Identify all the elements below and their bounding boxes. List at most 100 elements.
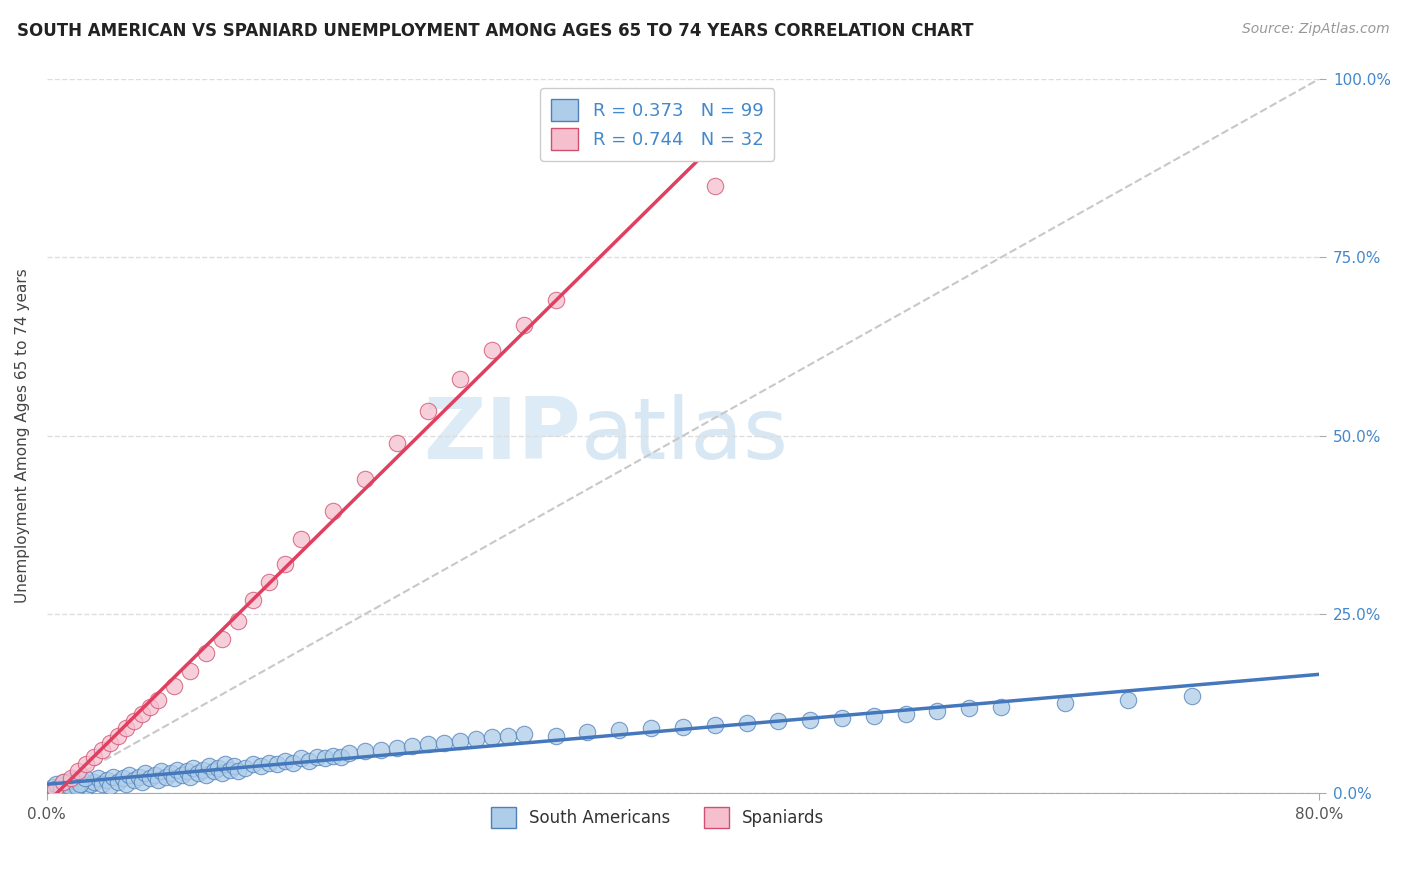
Point <box>179 665 201 679</box>
Point <box>45 777 67 791</box>
Point <box>353 744 375 758</box>
Point <box>385 436 408 450</box>
Point <box>322 504 344 518</box>
Point <box>703 179 725 194</box>
Point <box>143 768 166 782</box>
Text: atlas: atlas <box>581 394 789 477</box>
Point <box>401 739 423 754</box>
Point <box>146 693 169 707</box>
Point <box>66 780 89 794</box>
Point <box>150 764 173 779</box>
Point <box>768 714 790 729</box>
Point <box>322 748 344 763</box>
Point <box>181 761 204 775</box>
Point <box>207 761 229 775</box>
Point <box>139 772 162 786</box>
Point <box>242 593 264 607</box>
Point <box>274 558 297 572</box>
Text: Source: ZipAtlas.com: Source: ZipAtlas.com <box>1241 22 1389 37</box>
Point <box>449 372 471 386</box>
Point <box>170 768 193 782</box>
Point <box>187 765 209 780</box>
Point <box>159 765 181 780</box>
Point <box>134 765 156 780</box>
Point <box>957 701 980 715</box>
Point <box>122 714 145 729</box>
Point <box>990 700 1012 714</box>
Point <box>58 779 80 793</box>
Point <box>894 707 917 722</box>
Point <box>53 775 76 789</box>
Point <box>211 765 233 780</box>
Point <box>65 775 87 789</box>
Point <box>735 715 758 730</box>
Point <box>75 757 97 772</box>
Point <box>218 763 240 777</box>
Point <box>115 722 138 736</box>
Text: ZIP: ZIP <box>423 394 581 477</box>
Text: SOUTH AMERICAN VS SPANIARD UNEMPLOYMENT AMONG AGES 65 TO 74 YEARS CORRELATION CH: SOUTH AMERICAN VS SPANIARD UNEMPLOYMENT … <box>17 22 973 40</box>
Point <box>298 754 321 768</box>
Point <box>226 615 249 629</box>
Point <box>242 757 264 772</box>
Point <box>67 779 90 793</box>
Point <box>96 772 118 787</box>
Point <box>194 768 217 782</box>
Point <box>98 736 121 750</box>
Point <box>314 751 336 765</box>
Point <box>433 736 456 750</box>
Point <box>290 751 312 765</box>
Point <box>91 743 114 757</box>
Point <box>418 404 440 418</box>
Point <box>672 720 695 734</box>
Point <box>131 775 153 789</box>
Point <box>52 775 75 789</box>
Point <box>69 777 91 791</box>
Point <box>128 770 150 784</box>
Point <box>163 772 186 786</box>
Point <box>607 723 630 737</box>
Point <box>283 756 305 770</box>
Point <box>250 758 273 772</box>
Point <box>176 764 198 779</box>
Point <box>44 782 66 797</box>
Point <box>449 734 471 748</box>
Point <box>202 764 225 779</box>
Point <box>831 711 853 725</box>
Point <box>155 770 177 784</box>
Point <box>86 772 108 786</box>
Point <box>194 647 217 661</box>
Point <box>1116 693 1139 707</box>
Point <box>59 781 82 796</box>
Point <box>235 761 257 775</box>
Point <box>163 679 186 693</box>
Point <box>481 343 503 358</box>
Point <box>1181 690 1204 704</box>
Point <box>465 732 488 747</box>
Point <box>83 775 105 789</box>
Point <box>214 757 236 772</box>
Point <box>107 775 129 789</box>
Point <box>353 472 375 486</box>
Point <box>307 750 329 764</box>
Point <box>640 722 662 736</box>
Point <box>211 632 233 647</box>
Point <box>481 730 503 744</box>
Point <box>544 729 567 743</box>
Point <box>418 737 440 751</box>
Point <box>290 533 312 547</box>
Point <box>111 772 134 786</box>
Point <box>496 729 519 743</box>
Y-axis label: Unemployment Among Ages 65 to 74 years: Unemployment Among Ages 65 to 74 years <box>15 268 30 603</box>
Point <box>266 757 288 772</box>
Point <box>166 763 188 777</box>
Point <box>544 293 567 308</box>
Point <box>115 777 138 791</box>
Point <box>67 764 90 779</box>
Point <box>44 782 66 797</box>
Legend: South Americans, Spaniards: South Americans, Spaniards <box>484 801 831 834</box>
Point <box>42 780 65 794</box>
Point <box>703 718 725 732</box>
Point <box>131 707 153 722</box>
Point <box>146 772 169 787</box>
